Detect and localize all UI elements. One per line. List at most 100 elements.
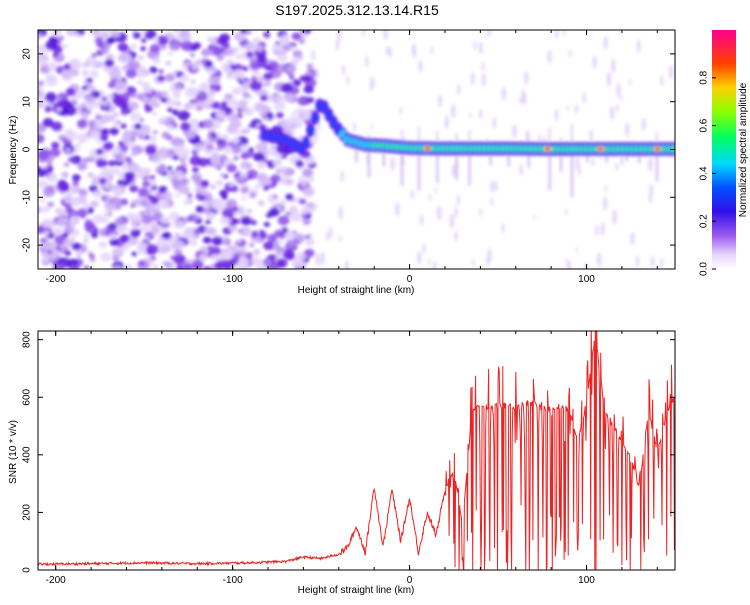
spectrogram-noise-cell xyxy=(432,260,437,269)
spectrogram-noise-cell xyxy=(519,163,523,176)
spectrogram-noise-cell xyxy=(236,107,243,113)
spectrogram-noise-cell xyxy=(612,209,618,225)
spectrogram-noise-cell xyxy=(176,264,184,269)
spectrogram-noise-cell xyxy=(98,241,108,249)
spectrogram-noise-cell xyxy=(147,98,158,107)
spectrogram-noise-cell xyxy=(239,246,248,253)
snr-y-tick-label: 200 xyxy=(22,504,33,521)
spectrogram-noise-cell xyxy=(64,250,72,256)
spectrogram-noise-cell xyxy=(628,77,632,86)
spectrogram-noise-cell xyxy=(114,217,125,226)
spectrogram-noise-cell xyxy=(42,165,48,170)
spectrogram-noise-cell xyxy=(285,94,296,104)
spectrogram-noise-cell xyxy=(255,142,268,153)
spectrogram-noise-cell xyxy=(181,262,194,269)
spectrogram-noise-cell xyxy=(592,55,597,70)
spectrogram-noise-cell xyxy=(207,227,217,236)
spectrogram-noise-cell xyxy=(130,43,138,50)
spectrogram-noise-cell xyxy=(202,207,211,214)
spectrogram-noise-cell xyxy=(230,145,242,154)
spectrogram-noise-cell xyxy=(197,213,203,219)
spectrogram-noise-cell xyxy=(225,199,238,209)
spectrogram-noise-cell xyxy=(200,180,210,188)
spectrogram-noise-cell xyxy=(125,68,137,79)
spectrogram-noise-cell xyxy=(199,246,208,253)
spectrogram-noise-cell xyxy=(215,179,224,187)
spectrogram-noise-cell xyxy=(120,108,129,116)
spectrogram-noise-cell xyxy=(38,168,47,178)
spectrogram-noise-cell xyxy=(263,221,271,228)
spectrogram-noise-cell xyxy=(489,180,494,193)
spectrogram-noise-cell xyxy=(149,43,161,53)
spectrogram-noise-cell xyxy=(177,110,191,121)
spectrogram-noise-cell xyxy=(620,94,623,102)
spectrogram-noise-cell xyxy=(83,233,90,239)
spectrogram-noise-cell xyxy=(223,258,235,269)
spectrogram-noise-cell xyxy=(486,255,490,267)
spectrogram-noise-cell xyxy=(130,229,141,238)
spectrogram-noise-cell xyxy=(38,89,45,99)
signal-peak xyxy=(598,147,604,151)
snr-y-tick-label: 800 xyxy=(22,331,33,348)
spectrogram-noise-cell xyxy=(609,106,615,121)
spectrogram-noise-cell xyxy=(134,215,143,223)
spectrogram-noise-cell xyxy=(77,132,90,143)
spectrogram-noise-cell xyxy=(589,129,594,142)
spectrogram-noise-cell xyxy=(101,47,109,54)
spectrogram-noise-cell xyxy=(197,157,209,167)
spectrogram-noise-cell xyxy=(165,247,172,253)
spectrogram-noise-cell xyxy=(160,116,168,123)
spectrogram-noise-cell xyxy=(338,234,342,244)
spectrogram-noise-cell xyxy=(259,94,268,102)
spectrogram-noise-cell xyxy=(132,31,141,39)
spectrogram-noise-cell xyxy=(262,158,269,164)
spectrogram-noise-cell xyxy=(231,87,242,96)
spectrogram-noise-cell xyxy=(630,231,635,246)
spectrogram-noise-cell xyxy=(109,68,122,80)
spectrogram-noise-cell xyxy=(210,253,219,261)
spectrogram-noise-cell xyxy=(49,252,60,261)
spectrogram-noise-cell xyxy=(110,167,121,176)
spectrogram-noise-cell xyxy=(137,167,149,177)
chart-title: S197.2025.312.13.14.R15 xyxy=(275,2,439,18)
spectrogram-streak xyxy=(655,149,659,182)
snr-x-tick-label: -100 xyxy=(223,575,243,586)
snr-y-tick-label: 0 xyxy=(22,567,33,573)
spectrogram-noise-cell xyxy=(473,41,477,51)
spectrogram-noise-cell xyxy=(160,216,171,225)
spectrogram-noise-cell xyxy=(328,226,333,239)
spectrogram-noise-cell xyxy=(275,111,284,119)
spectrogram-noise-cell xyxy=(450,103,456,119)
spectrogram-noise-cell xyxy=(143,235,149,240)
spectrogram-noise-cell xyxy=(144,103,150,108)
spectrogram-noise-cell xyxy=(147,189,154,195)
spectrogram-noise-cell xyxy=(42,241,55,252)
spectrogram-noise-cell xyxy=(216,145,223,151)
spectrogram-noise-cell xyxy=(270,174,281,183)
spectrogram-noise-cell xyxy=(100,216,109,224)
spectrogram-noise-cell xyxy=(101,196,107,201)
spectrogram-noise-cell xyxy=(205,219,212,225)
spectrogram-noise-cell xyxy=(123,129,133,138)
spectrogram-noise-cell xyxy=(215,132,222,137)
spectrogram-noise-cell xyxy=(109,237,120,247)
spectrogram-noise-cell xyxy=(180,122,191,131)
spectrogram-noise-cell xyxy=(518,97,521,105)
spectrogram-heatmap xyxy=(38,30,675,269)
spectrogram-noise-cell xyxy=(456,194,461,206)
spectrogram-noise-cell xyxy=(191,63,200,70)
spectrogram-noise-cell xyxy=(107,160,116,167)
spectrogram-noise-cell xyxy=(190,88,200,96)
spectrogram-noise-cell xyxy=(114,153,123,161)
spectrogram-noise-cell xyxy=(144,135,151,140)
spectrogram-noise-cell xyxy=(479,108,483,118)
snr-y-tick-label: 400 xyxy=(22,446,33,463)
spectrogram-noise-cell xyxy=(243,107,254,116)
spectrogram-noise-cell xyxy=(183,102,193,110)
spectrogram-noise-cell xyxy=(158,185,168,194)
spectrogram-noise-cell xyxy=(253,249,261,256)
colorbar-tick-label: 0.6 xyxy=(699,118,710,132)
spectrogram-noise-cell xyxy=(595,224,599,236)
spectrogram-noise-cell xyxy=(76,142,82,147)
spectrogram-noise-cell xyxy=(492,116,497,129)
